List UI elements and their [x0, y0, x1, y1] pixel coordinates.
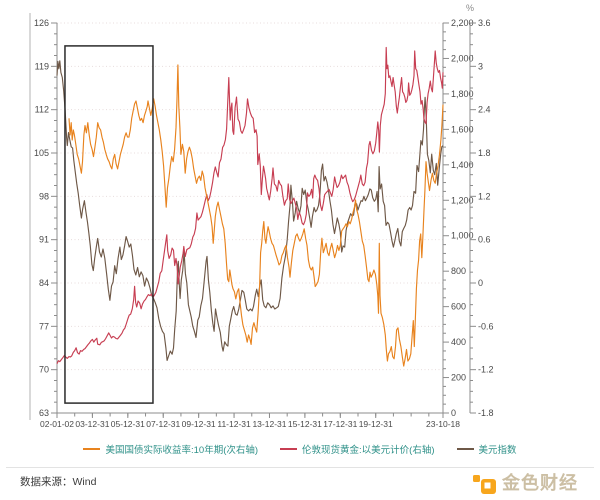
svg-text:1,600: 1,600 [451, 124, 474, 134]
legend-swatch [83, 448, 101, 450]
svg-text:77: 77 [39, 321, 49, 331]
svg-text:1,800: 1,800 [451, 89, 474, 99]
data-source-label: 数据来源：Wind [20, 476, 97, 488]
svg-text:3: 3 [478, 61, 483, 71]
jinse-logo-icon [473, 474, 496, 494]
x-axis: 02-01-02 03-12-31 05-12-31 07-12-31 09-12-31… [40, 412, 460, 429]
svg-text:%: % [466, 3, 474, 13]
svg-text:800: 800 [451, 266, 466, 276]
svg-text:200: 200 [451, 373, 466, 383]
legend-label: 美元指数 [478, 445, 517, 456]
svg-text:2,000: 2,000 [451, 53, 474, 63]
legend-swatch [456, 448, 474, 450]
svg-text:2,200: 2,200 [451, 18, 474, 28]
left-axis: 126 119 112 105 98 91 84 77 70 63 [34, 18, 58, 418]
legend-label: 伦敦现货黄金:以美元计价(右轴) [302, 445, 435, 456]
svg-text:0.6: 0.6 [478, 235, 491, 245]
svg-text:-1.8: -1.8 [478, 408, 494, 418]
svg-text:84: 84 [39, 278, 49, 288]
svg-text:98: 98 [39, 191, 49, 201]
svg-text:91: 91 [39, 235, 49, 245]
svg-text:15-12-31: 15-12-31 [288, 419, 322, 429]
svg-text:119: 119 [35, 61, 49, 71]
svg-text:-1.2: -1.2 [478, 365, 494, 375]
svg-text:07-12-31: 07-12-31 [146, 419, 180, 429]
svg-text:11-12-31: 11-12-31 [217, 419, 251, 429]
svg-text:02-01-02: 02-01-02 [40, 419, 74, 429]
series-line-1 [56, 46, 444, 364]
svg-text:1.2: 1.2 [478, 191, 491, 201]
svg-text:1,200: 1,200 [451, 195, 474, 205]
legend-item: 美国国债实际收益率:10年期(次右轴) [83, 442, 258, 456]
svg-text:126: 126 [34, 18, 49, 28]
svg-text:1,400: 1,400 [451, 160, 474, 170]
pct-right-axis: 3.6 3 2.4 1.8 1.2 0.6 0 -0.6 -1.2 -1.8% [466, 3, 494, 418]
svg-text:600: 600 [451, 302, 466, 312]
svg-text:13-12-31: 13-12-31 [252, 419, 286, 429]
svg-text:-0.6: -0.6 [478, 321, 494, 331]
svg-text:17-12-31: 17-12-31 [323, 419, 357, 429]
svg-text:112: 112 [35, 105, 49, 115]
gold-right-axis: 2,200 2,000 1,800 1,600 1,400 1,200 1,000 800 60… [442, 18, 474, 418]
svg-text:2.4: 2.4 [478, 105, 491, 115]
svg-text:09-12-31: 09-12-31 [182, 419, 216, 429]
svg-text:3.6: 3.6 [478, 18, 491, 28]
svg-text:70: 70 [39, 365, 49, 375]
svg-text:03-12-31: 03-12-31 [75, 419, 109, 429]
svg-text:63: 63 [39, 408, 49, 418]
svg-text:23-10-18: 23-10-18 [426, 419, 460, 429]
chart-legend: 美国国债实际收益率:10年期(次右轴) 伦敦现货黄金:以美元计价(右轴) 美元指数 [0, 442, 600, 456]
svg-text:400: 400 [451, 337, 466, 347]
series-line-2 [68, 64, 444, 367]
jinse-logo-text: 金色财经 [502, 473, 578, 493]
series-line-0 [56, 60, 444, 361]
chart-canvas: 126 119 112 105 98 91 84 77 70 63 2,200 2,000 1,800 1… [29, 3, 494, 429]
legend-label: 美国国债实际收益率:10年期(次右轴) [105, 445, 259, 456]
svg-text:0: 0 [451, 408, 456, 418]
svg-text:1.8: 1.8 [478, 148, 491, 158]
legend-item: 伦敦现货黄金:以美元计价(右轴) [280, 442, 435, 456]
svg-text:105: 105 [34, 148, 49, 158]
svg-text:1,000: 1,000 [451, 231, 474, 241]
svg-text:05-12-31: 05-12-31 [111, 419, 145, 429]
jinse-logo: 金色财经 [473, 469, 578, 495]
highlight-rectangle [64, 45, 154, 404]
svg-text:19-12-31: 19-12-31 [359, 419, 393, 429]
svg-text:0: 0 [478, 278, 483, 288]
legend-item: 美元指数 [456, 442, 517, 456]
footer-divider [6, 467, 594, 468]
legend-swatch [280, 448, 298, 450]
